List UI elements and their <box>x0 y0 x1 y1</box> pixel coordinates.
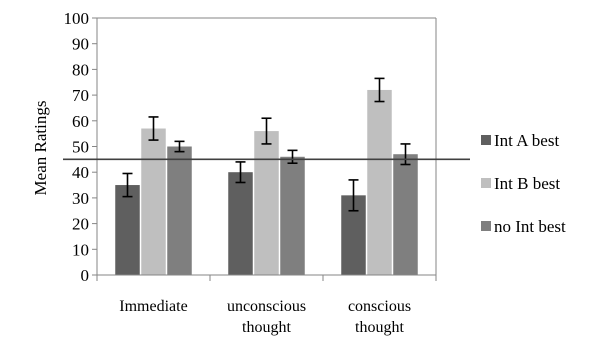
error-bars-group <box>122 77 411 212</box>
error-bar-2-1 <box>148 116 159 141</box>
bar-3-2 <box>280 156 305 275</box>
error-bar-2-2 <box>261 117 272 145</box>
error-bar-2-3 <box>374 77 385 103</box>
error-bar-3-3 <box>400 143 411 166</box>
legend-swatch-3 <box>481 221 491 231</box>
y-tick-label: 40 <box>72 163 89 182</box>
category-labels-group: Immediate unconscious thought conscious thou… <box>119 298 411 336</box>
error-bar-3-1 <box>174 140 185 153</box>
y-tick-label: 50 <box>72 138 89 157</box>
legend-swatch-2 <box>481 178 491 188</box>
legend-swatch-1 <box>481 135 491 145</box>
x-category-label: unconscious thought <box>227 298 306 336</box>
error-bar-1-2 <box>235 161 246 184</box>
y-tick-label: 30 <box>72 189 89 208</box>
bar-1-2 <box>228 172 253 275</box>
y-tick-label: 100 <box>64 9 90 28</box>
y-ticks-group: 0 10 20 30 40 50 60 70 80 90 100 <box>64 9 97 285</box>
legend-label-1: Int A best <box>494 131 559 150</box>
x-category-label: conscious thought <box>348 298 411 336</box>
y-tick-label: 20 <box>72 215 89 234</box>
y-tick-label: 80 <box>72 60 89 79</box>
legend-label-2: Int B best <box>494 174 560 193</box>
y-tick-label: 60 <box>72 112 89 131</box>
y-tick-label: 10 <box>72 240 89 259</box>
bar-2-1 <box>141 128 166 275</box>
error-bar-1-1 <box>122 172 133 198</box>
bar-3-3 <box>393 154 418 275</box>
bar-2-2 <box>254 131 279 275</box>
x-category-label: Immediate <box>119 298 187 315</box>
legend: Int A best Int B best no Int best <box>481 131 566 236</box>
error-bar-3-2 <box>287 149 298 165</box>
y-tick-label: 0 <box>81 266 90 285</box>
error-bar-1-3 <box>348 179 359 212</box>
bar-1-1 <box>115 185 140 275</box>
y-axis-label: Mean Ratings <box>31 101 50 196</box>
bar-2-3 <box>367 89 392 276</box>
legend-label-3: no Int best <box>494 217 566 236</box>
bar-3-1 <box>167 146 192 275</box>
y-tick-label: 90 <box>72 35 89 54</box>
bars-group <box>115 89 418 276</box>
y-tick-label: 70 <box>72 86 89 105</box>
